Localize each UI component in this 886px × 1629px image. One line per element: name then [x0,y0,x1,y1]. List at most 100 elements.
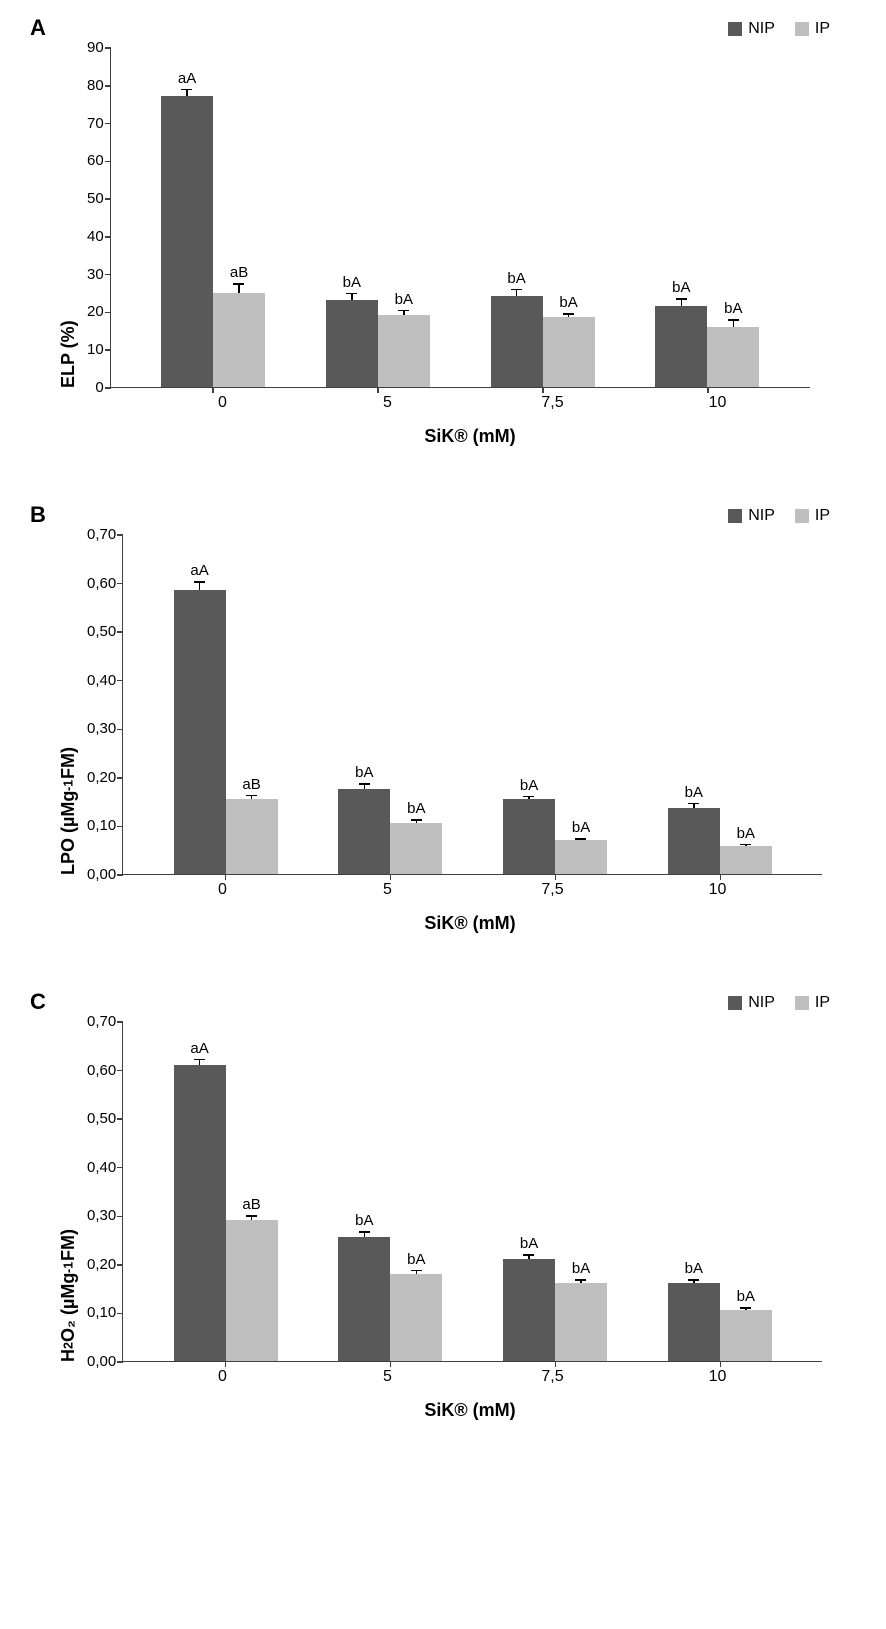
error-bar [199,581,201,590]
bar-sig-label: bA [672,279,690,296]
error-bar [733,319,735,327]
x-axis-area: 057,510SiK® (mM) [50,875,870,934]
y-axis-label: H2O₂ (µMg-1 FM) [50,1022,87,1362]
x-tick-mark [707,387,709,393]
error-bar [693,803,695,809]
legend-label-ip: IP [815,994,830,1012]
bar-sig-label: bA [572,1260,590,1277]
bar-nip: bA [491,270,543,387]
panel-label: A [30,15,46,41]
x-axis-title: SiK® (mM) [120,1400,820,1421]
bar-rect [338,1237,390,1361]
x-tick-mark [720,1361,722,1367]
error-bar [403,310,405,316]
bar-nip: bA [668,1260,720,1361]
error-bar [580,1279,582,1283]
error-bar [251,1215,253,1220]
bar-sig-label: bA [572,819,590,836]
x-tick-label: 10 [668,881,768,899]
x-tick-mark [542,387,544,393]
chart-panel-B: BNIPIPLPO (µMg-1 FM)0,700,600,500,400,30… [10,507,870,934]
bar-ip: bA [720,1288,772,1361]
error-cap [523,796,534,798]
error-bar [580,838,582,840]
bar-sig-label: aA [190,1040,208,1057]
x-axis-title: SiK® (mM) [120,913,820,934]
error-bar [199,1059,201,1065]
bar-nip: bA [655,279,707,387]
error-bar [693,1279,695,1283]
plot-area: aA aB bA bA bA bA bA bA [110,48,810,388]
chart-body: H2O₂ (µMg-1 FM)0,700,600,500,400,300,200… [50,1022,870,1362]
bar-ip: bA [555,819,607,874]
bar-ip: bA [390,800,442,874]
bar-rect [174,590,226,874]
bar-ip: aB [226,776,278,874]
error-cap [523,1254,534,1256]
error-cap [411,1270,422,1272]
legend-swatch-ip [795,996,809,1010]
bar-sig-label: bA [355,1212,373,1229]
chart-panel-C: CNIPIPH2O₂ (µMg-1 FM)0,700,600,500,400,3… [10,994,870,1421]
error-cap [575,1279,586,1281]
bars-container: aA aB bA bA bA bA bA bA [111,48,810,387]
x-tick-label: 10 [668,1368,768,1386]
y-tick-mark [117,1361,123,1363]
legend-swatch-nip [728,509,742,523]
bar-ip: bA [707,300,759,387]
bar-rect [503,1259,555,1361]
legend-item-ip: IP [795,994,830,1012]
legend-item-nip: NIP [728,20,775,38]
legend-item-ip: IP [795,20,830,38]
error-bar [238,283,240,292]
error-bar [364,783,366,789]
bar-rect [226,799,278,874]
error-cap [688,1279,699,1281]
x-tick-mark [720,874,722,880]
x-tick-label: 5 [338,881,438,899]
chart-body: LPO (µMg-1 FM)0,700,600,500,400,300,200,… [50,535,870,875]
error-cap [411,819,422,821]
plot-area: aAaBbAbAbAbAbAbA [122,1022,822,1362]
bar-sig-label: bA [395,291,413,308]
bar-rect [213,293,265,387]
bar-group: bAbA [503,1235,607,1361]
bars-container: aAaBbAbAbAbAbAbA [123,1022,822,1361]
bar-group: bA bA [503,777,607,874]
legend: NIP IP [10,20,870,38]
error-bar [745,844,747,846]
bar-rect [655,306,707,387]
y-axis-ticks: 0,700,600,500,400,300,200,100,00 [87,535,122,875]
bar-sig-label: aB [242,1196,260,1213]
error-cap [398,310,409,312]
y-axis-ticks: 0,700,600,500,400,300,200,100,00 [87,1022,122,1362]
bar-sig-label: bA [559,294,577,311]
legend-label-nip: NIP [748,994,775,1012]
bar-sig-label: bA [520,777,538,794]
bar-group: bAbA [668,784,772,874]
bar-rect [668,808,720,874]
bar-sig-label: aA [178,70,196,87]
x-tick-label: 5 [338,394,438,412]
bar-sig-label: aB [230,264,248,281]
x-tick-label: 0 [173,1368,273,1386]
x-tick-mark [555,874,557,880]
bar-rect [161,96,213,387]
x-tick-mark [390,1361,392,1367]
bar-sig-label: bA [724,300,742,317]
bar-rect [707,327,759,387]
bar-group: bAbA [338,764,442,874]
bar-ip: aB [226,1196,278,1361]
error-cap [181,89,192,91]
bar-rect [174,1065,226,1361]
legend-item-ip: IP [795,507,830,525]
plot-area: aAaBbAbAbAbAbAbA [122,535,822,875]
panel-label: B [30,502,46,528]
error-bar [516,289,518,297]
legend: NIPIP [10,507,870,525]
bar-sig-label: bA [685,1260,703,1277]
bar-sig-label: bA [343,274,361,291]
bar-group: bA bA [326,274,430,387]
error-bar [416,1270,418,1274]
error-cap [359,1231,370,1233]
